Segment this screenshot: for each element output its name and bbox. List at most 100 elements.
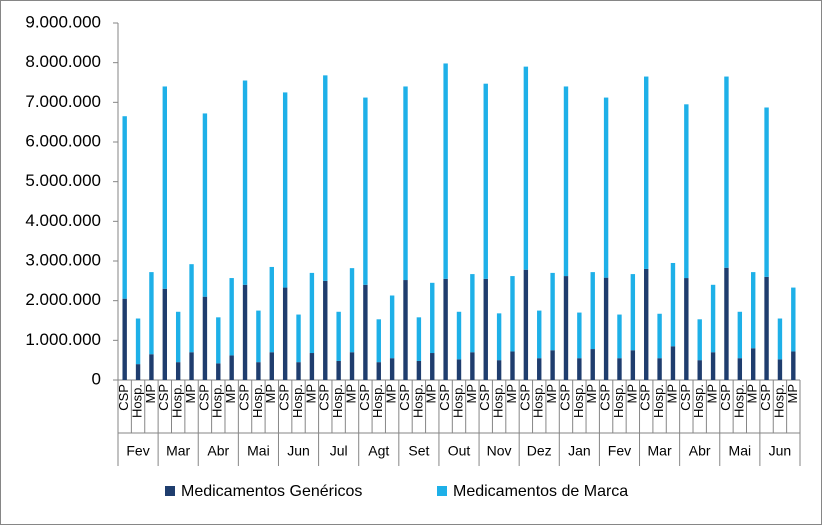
group-label: Fev bbox=[608, 443, 631, 459]
bar-segment bbox=[376, 319, 381, 363]
bar-segment bbox=[363, 97, 368, 285]
x-tick-label: CSP bbox=[517, 384, 532, 411]
x-tick-label: MP bbox=[223, 384, 238, 404]
x-tick-label: MP bbox=[263, 384, 278, 404]
bar-segment bbox=[149, 272, 154, 355]
bar-segment bbox=[697, 360, 702, 380]
bar-segment bbox=[523, 269, 529, 380]
bar-segment bbox=[510, 276, 515, 352]
x-tick-label: Hosp. bbox=[330, 384, 345, 418]
bar-segment bbox=[242, 284, 248, 380]
bar-segment bbox=[296, 362, 301, 380]
bar-segment bbox=[175, 311, 181, 363]
x-tick-label: CSP bbox=[116, 384, 131, 411]
bar-segment bbox=[122, 298, 127, 380]
bar-segment bbox=[617, 358, 622, 380]
bar-segment bbox=[216, 317, 221, 364]
x-tick-label: MP bbox=[624, 384, 639, 404]
x-tick-label: CSP bbox=[156, 384, 171, 411]
bar-segment bbox=[349, 352, 355, 380]
bar-segment bbox=[296, 314, 301, 363]
group-label: Set bbox=[408, 443, 429, 459]
x-tick-label: CSP bbox=[317, 384, 332, 411]
group-label: Dez bbox=[527, 443, 552, 459]
x-tick-label: CSP bbox=[598, 384, 613, 411]
bar-segment bbox=[510, 351, 515, 380]
bar-segment bbox=[603, 97, 609, 278]
x-tick-label: Hosp. bbox=[691, 384, 706, 418]
bar-segment bbox=[389, 295, 395, 359]
bar-segment bbox=[416, 360, 422, 380]
x-tick-label: MP bbox=[343, 384, 358, 404]
bar-segment bbox=[229, 355, 234, 380]
y-tick-label: 0 bbox=[92, 369, 101, 388]
bar-segment bbox=[403, 280, 408, 380]
bar-segment bbox=[791, 351, 796, 380]
x-tick-label: Hosp. bbox=[491, 384, 506, 418]
x-tick-label: Hosp. bbox=[571, 384, 586, 418]
x-tick-label: Hosp. bbox=[410, 384, 425, 418]
legend-label: Medicamentos Genéricos bbox=[181, 483, 362, 500]
bar-segment bbox=[202, 113, 208, 297]
bar-segment bbox=[403, 86, 408, 281]
legend-swatch bbox=[165, 486, 175, 496]
x-tick-label: MP bbox=[544, 384, 559, 404]
x-tick-label: CSP bbox=[437, 384, 452, 411]
bar-segment bbox=[710, 352, 716, 380]
bar-segment bbox=[537, 358, 542, 380]
bar-segment bbox=[162, 288, 168, 380]
x-tick-label: MP bbox=[183, 384, 198, 404]
bar-segment bbox=[149, 354, 154, 380]
bar-segment bbox=[202, 296, 208, 380]
x-tick-label: CSP bbox=[557, 384, 572, 411]
bar-segment bbox=[135, 318, 141, 365]
bar-segment bbox=[282, 287, 288, 380]
x-tick-label: CSP bbox=[277, 384, 292, 411]
bar-segment bbox=[389, 358, 395, 380]
bar-segment bbox=[443, 63, 448, 279]
x-tick-label: CSP bbox=[196, 384, 211, 411]
x-tick-label: Hosp. bbox=[450, 384, 465, 418]
bar-segment bbox=[630, 274, 636, 351]
bar-segment bbox=[657, 358, 662, 380]
x-tick-label: MP bbox=[504, 384, 519, 404]
x-tick-label: CSP bbox=[638, 384, 653, 411]
bar-segment bbox=[443, 278, 448, 380]
bar-segment bbox=[323, 280, 328, 380]
bar-segment bbox=[737, 311, 743, 359]
bar-segment bbox=[684, 278, 689, 380]
bar-segment bbox=[336, 360, 341, 380]
bar-segment bbox=[309, 353, 315, 380]
x-tick-label: MP bbox=[464, 384, 479, 404]
bar-segment bbox=[269, 352, 274, 380]
bar-segment bbox=[416, 317, 422, 361]
bar-segment bbox=[229, 278, 234, 356]
x-tick-label: CSP bbox=[397, 384, 412, 411]
bar-segment bbox=[644, 268, 649, 380]
y-tick-label: 5.000.000 bbox=[25, 171, 101, 190]
bar-segment bbox=[363, 284, 368, 380]
bar-segment bbox=[242, 80, 248, 285]
group-label: Agt bbox=[368, 443, 389, 459]
x-tick-label: Hosp. bbox=[170, 384, 185, 418]
bar-segment bbox=[309, 272, 315, 354]
bar-segment bbox=[737, 358, 743, 380]
bar-segment bbox=[135, 364, 141, 380]
bar-segment bbox=[256, 362, 261, 380]
y-tick-label: 7.000.000 bbox=[25, 92, 101, 111]
bar-segment bbox=[496, 360, 502, 380]
bar-segment bbox=[697, 319, 702, 361]
bar-segment bbox=[430, 353, 435, 380]
x-tick-label: Hosp. bbox=[250, 384, 265, 418]
group-label: Jun bbox=[769, 443, 792, 459]
x-tick-label: MP bbox=[584, 384, 599, 404]
bar-segment bbox=[563, 86, 569, 277]
group-label: Mai bbox=[729, 443, 752, 459]
bar-segment bbox=[563, 276, 569, 380]
bar-segment bbox=[523, 66, 529, 270]
x-tick-label: MP bbox=[745, 384, 760, 404]
bar-segment bbox=[470, 274, 475, 353]
x-tick-label: CSP bbox=[236, 384, 251, 411]
bar-segment bbox=[590, 272, 595, 350]
x-tick-label: Hosp. bbox=[611, 384, 626, 418]
